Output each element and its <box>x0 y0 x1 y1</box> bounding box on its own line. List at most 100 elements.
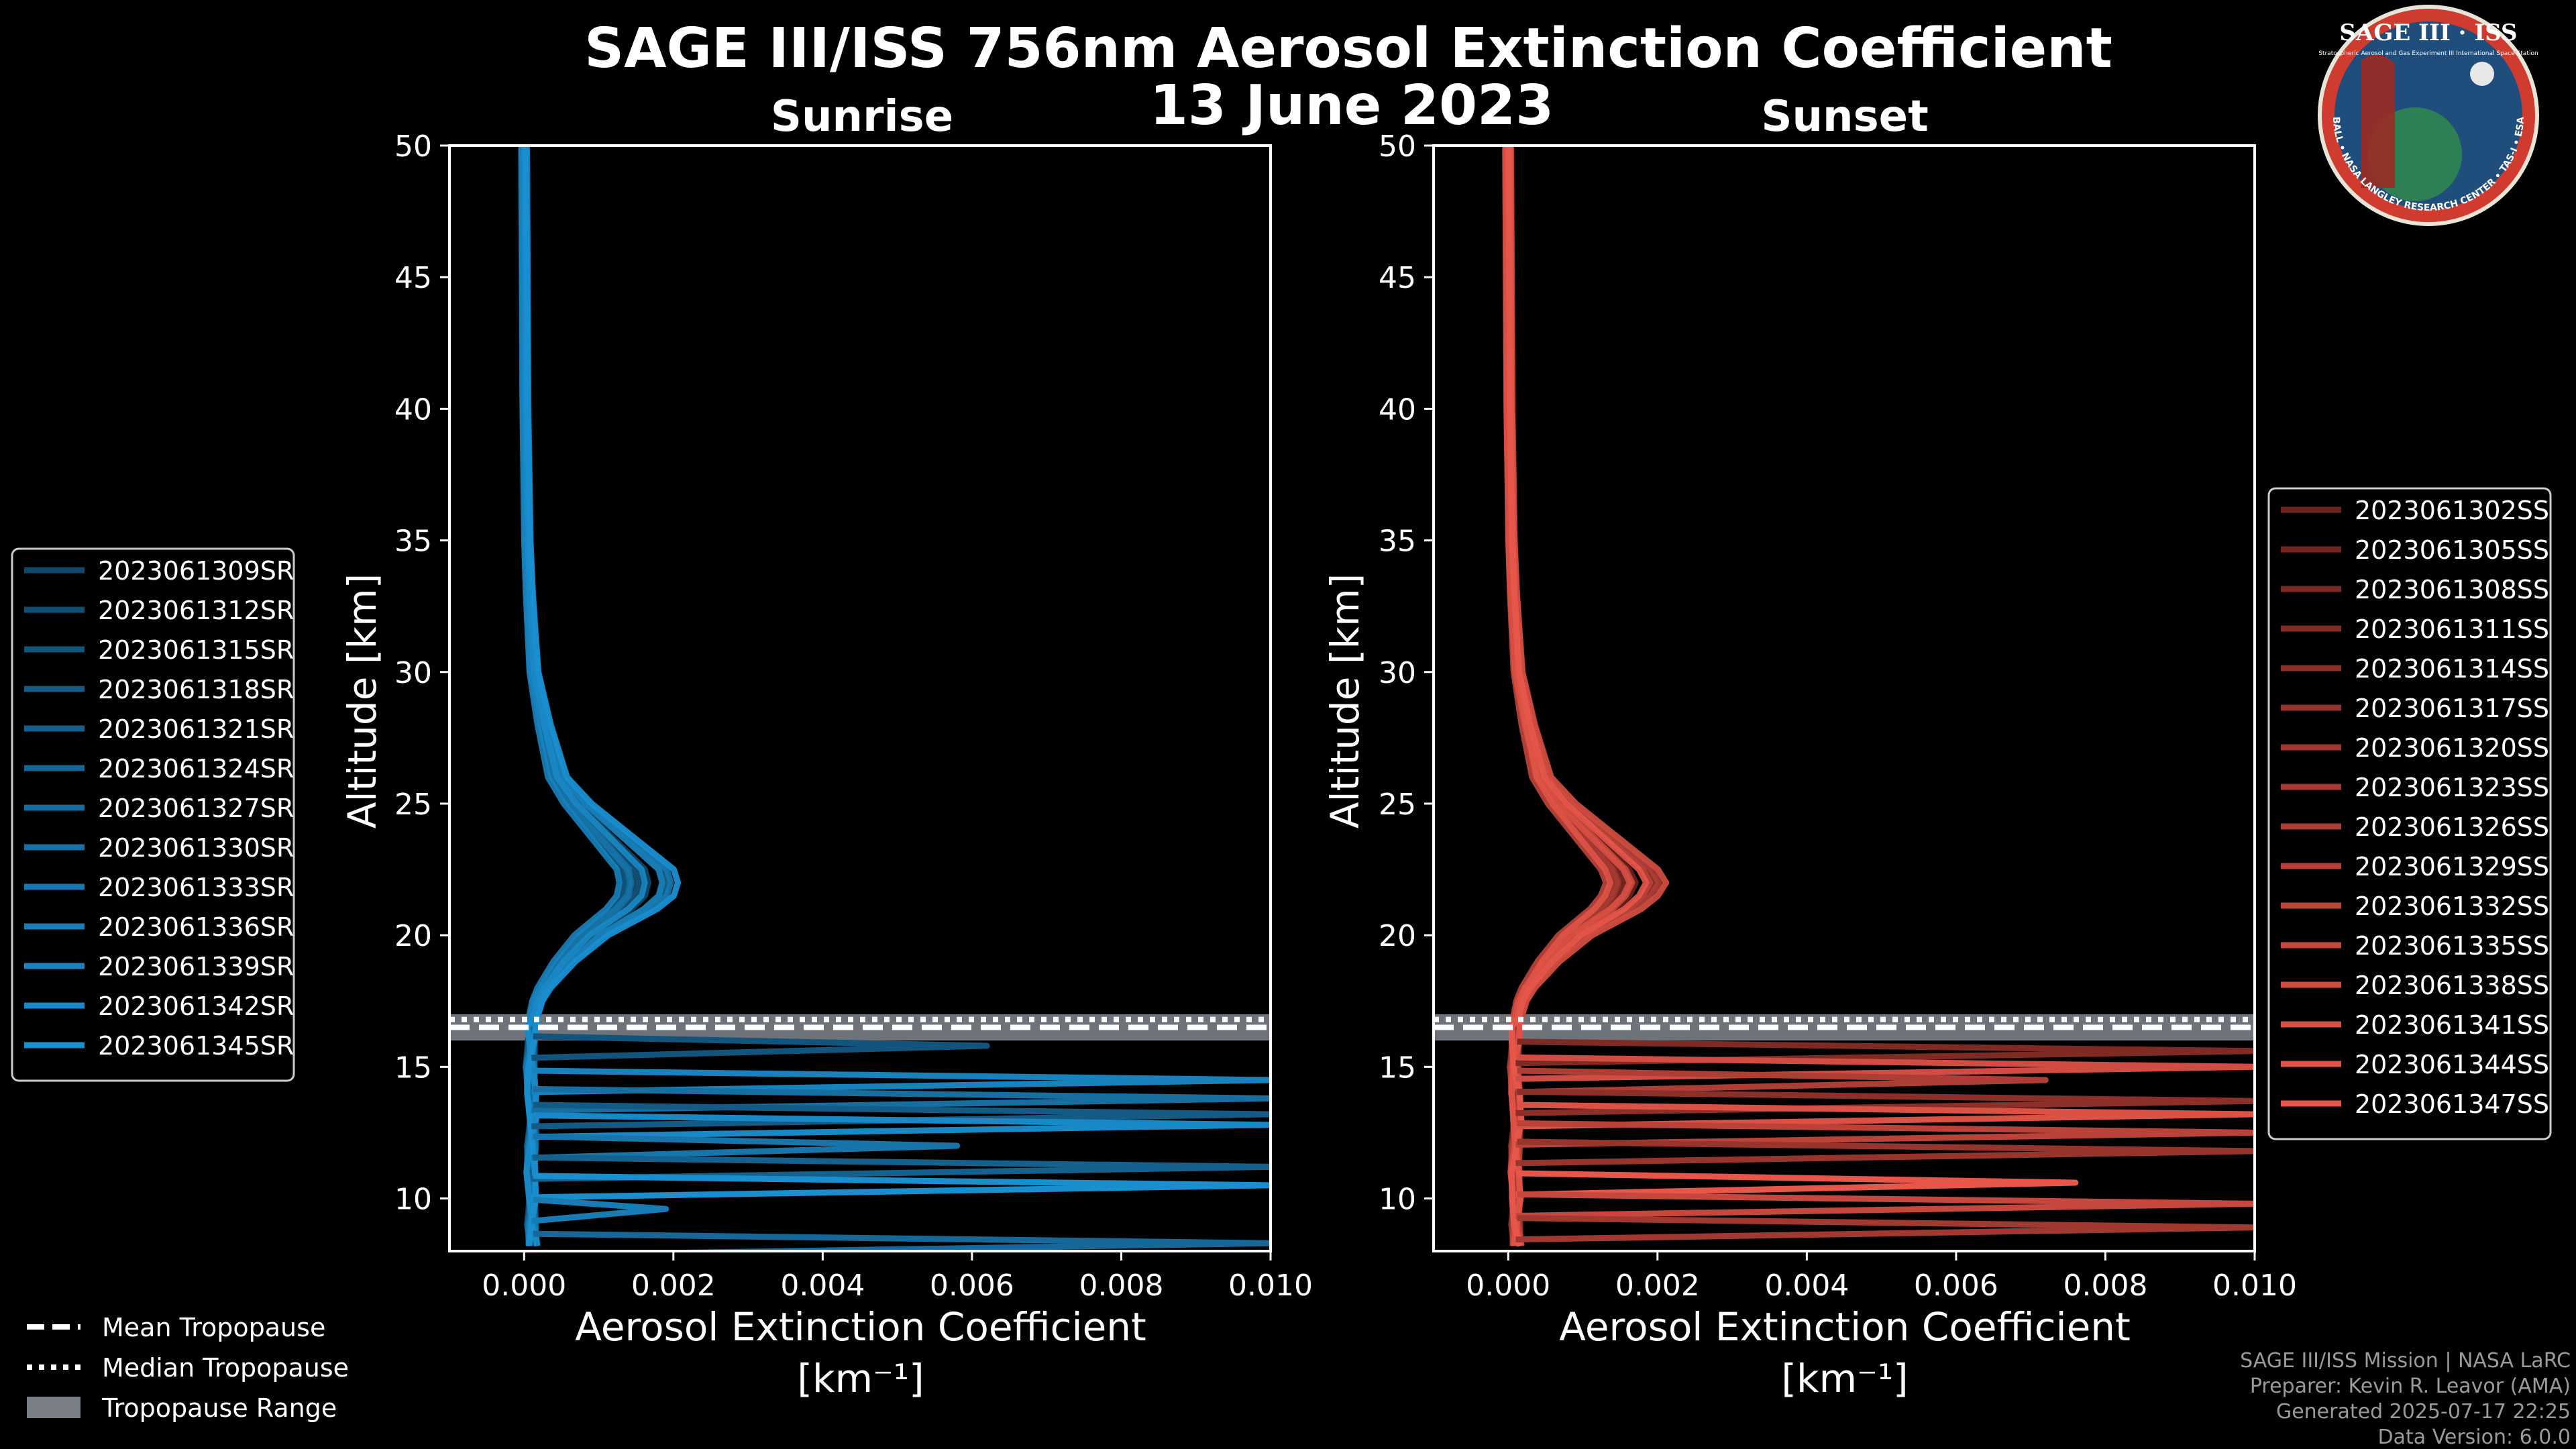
sunset-legend-entry: 2023061344SS <box>2355 1050 2549 1079</box>
sunset-y-tick-label: 50 <box>1379 129 1416 164</box>
sunset-plot-frame <box>1432 144 2256 1252</box>
median-tropopause-label: Median Tropopause <box>102 1353 349 1383</box>
sunrise-x-axis-label: Aerosol Extinction Coefficient <box>575 1304 1146 1350</box>
sunrise-profile-2023061345SR <box>523 146 681 1246</box>
sunrise-tropospheric-spike <box>531 1196 669 1224</box>
sunset-y-tick-label: 40 <box>1379 392 1416 427</box>
sunset-x-tick-label: 0.000 <box>1466 1269 1550 1303</box>
sunset-legend-entry: 2023061335SS <box>2355 931 2549 961</box>
sunset-y-tick-label: 10 <box>1379 1183 1416 1217</box>
credit-preparer: Preparer: Kevin R. Leavor (AMA) <box>2250 1375 2571 1398</box>
sunrise-y-tick-label: 20 <box>394 919 432 953</box>
sunrise-y-tick-label: 50 <box>394 129 432 164</box>
sunrise-panel-title: Sunrise <box>771 92 953 142</box>
figure-title: SAGE III/ISS 756nm Aerosol Extinction Co… <box>584 17 2112 80</box>
sunset-legend-entry: 2023061347SS <box>2355 1089 2549 1119</box>
sunset-y-tick-label: 20 <box>1379 919 1416 953</box>
sunset-legend-entry: 2023061341SS <box>2355 1010 2549 1040</box>
sunrise-plot-frame <box>448 144 1272 1252</box>
sunset-legend-entry: 2023061329SS <box>2355 852 2549 881</box>
sunset-legend-entry: 2023061338SS <box>2355 971 2549 1000</box>
sunrise-legend-entry: 2023061345SR <box>98 1031 294 1061</box>
mean-tropopause-label: Mean Tropopause <box>102 1313 325 1342</box>
sunset-tropospheric-spike <box>1515 1102 2255 1130</box>
sunset-legend-box <box>2267 487 2552 1140</box>
sunset-legend-entry: 2023061308SS <box>2355 575 2549 604</box>
sunrise-x-tick-label: 0.008 <box>1079 1269 1163 1303</box>
sunrise-x-tick-label: 0.000 <box>482 1269 566 1303</box>
sunrise-y-tick-label: 15 <box>394 1051 432 1085</box>
sunrise-legend: 2023061309SR 2023061312SR 2023061315SR 2023… <box>11 547 295 1082</box>
sunrise-y-tick-label: 45 <box>394 261 432 295</box>
sunset-x-tick-label: 0.004 <box>1764 1269 1849 1303</box>
sunrise-legend-entry: 2023061327SR <box>98 794 294 823</box>
sunset-profile-2023061344SS <box>1507 146 1614 1246</box>
sunset-tropospheric-spike <box>1515 1170 2079 1198</box>
sunset-plot: 0.000 0.002 0.004 0.006 0.008 0.010 10 15 20 25 30… <box>1379 129 2297 1303</box>
sunset-y-tick-label: 30 <box>1379 656 1416 690</box>
sunset-x-axis-label: Aerosol Extinction Coefficient <box>1559 1304 2131 1350</box>
sunrise-tropospheric-spike <box>531 1102 1271 1130</box>
sunrise-legend-entry: 2023061315SR <box>98 635 294 665</box>
logo-subtitle: Stratospheric Aerosol and Gas Experiment… <box>2318 50 2538 57</box>
sunset-tropospheric-spike <box>1515 1215 2255 1243</box>
sunrise-x-tick-label: 0.002 <box>631 1269 716 1303</box>
sunset-plot-area <box>1434 146 2255 1247</box>
sunrise-y-tick-label: 10 <box>394 1183 432 1217</box>
sunset-legend-entry: 2023061323SS <box>2355 773 2549 802</box>
credit-mission: SAGE III/ISS Mission | NASA LaRC <box>2240 1349 2571 1373</box>
sunset-legend-entry: 2023061326SS <box>2355 812 2549 842</box>
sunset-tropospheric-spike <box>1515 1138 2255 1167</box>
sunrise-legend-entry: 2023061342SR <box>98 991 294 1021</box>
sunrise-y-axis-label: Altitude [km] <box>339 574 385 828</box>
sunset-x-tick-label: 0.010 <box>2212 1269 2297 1303</box>
sunrise-legend-entry: 2023061318SR <box>98 675 294 704</box>
sunrise-tropospheric-spike <box>531 1067 1271 1095</box>
sunrise-legend-entry: 2023061330SR <box>98 833 294 863</box>
sunrise-y-tick-label: 25 <box>394 788 432 822</box>
sunrise-tropospheric-spike <box>531 1154 1271 1182</box>
sunset-legend-entry: 2023061314SS <box>2355 654 2549 684</box>
sunrise-profile-2023061312SR <box>523 146 682 1246</box>
sunrise-tropospheric-spike <box>533 1230 1271 1251</box>
sunrise-y-tick-label: 30 <box>394 656 432 690</box>
sunset-y-tick-label: 35 <box>1379 525 1416 559</box>
sunrise-legend-entry: 2023061321SR <box>98 714 294 744</box>
credit-generated: Generated 2025-07-17 22:25 <box>2276 1400 2571 1424</box>
sunset-tropospheric-spike <box>1515 1067 2049 1095</box>
tropopause-range-swatch <box>27 1397 80 1418</box>
credit-version: Data Version: 6.0.0 <box>2378 1426 2571 1449</box>
sunrise-legend-box <box>11 547 295 1082</box>
sunrise-tropospheric-spike <box>531 1173 1271 1201</box>
sunset-y-tick-label: 15 <box>1379 1051 1416 1085</box>
sunrise-tropospheric-spike <box>531 1033 990 1061</box>
sunrise-legend-entry: 2023061324SR <box>98 754 294 784</box>
sunset-x-axis-unit: [km⁻¹] <box>1781 1356 1908 1401</box>
sunset-x-tick-label: 0.006 <box>1914 1269 1998 1303</box>
sunset-legend-entry: 2023061317SS <box>2355 694 2549 723</box>
sunset-legend-entry: 2023061311SS <box>2355 614 2549 644</box>
sunset-y-axis-label: Altitude [km] <box>1322 574 1368 828</box>
sunset-legend-entry: 2023061305SS <box>2355 535 2549 565</box>
sunset-x-tick-label: 0.002 <box>1615 1269 1700 1303</box>
tropopause-legend: Mean Tropopause Median Tropopause Tropop… <box>27 1313 349 1423</box>
sunrise-legend-entry: 2023061309SR <box>98 556 294 586</box>
sunset-y-tick-label: 45 <box>1379 261 1416 295</box>
sunset-x-tick-label: 0.008 <box>2063 1269 2147 1303</box>
sunrise-x-tick-label: 0.006 <box>930 1269 1014 1303</box>
sunset-legend-entry: 2023061302SS <box>2355 496 2549 525</box>
sunrise-legend-entry: 2023061312SR <box>98 596 294 625</box>
sunrise-tropospheric-spike <box>531 1133 961 1161</box>
figure-date: 13 June 2023 <box>1150 74 1554 138</box>
sunset-legend-entry: 2023061332SS <box>2355 892 2549 921</box>
credits: SAGE III/ISS Mission | NASA LaRC Prepare… <box>2240 1349 2571 1449</box>
sunrise-plot-area <box>449 146 1271 1251</box>
sunrise-x-tick-label: 0.004 <box>780 1269 865 1303</box>
sage-iii-iss-logo: SAGE III · ISS Stratospheric Aerosol and… <box>2318 5 2539 226</box>
sunset-y-tick-label: 25 <box>1379 788 1416 822</box>
sunrise-y-tick-label: 40 <box>394 392 432 427</box>
tropopause-range-label: Tropopause Range <box>101 1393 337 1423</box>
sunrise-x-axis-unit: [km⁻¹] <box>797 1356 924 1401</box>
sunrise-y-tick-label: 35 <box>394 525 432 559</box>
